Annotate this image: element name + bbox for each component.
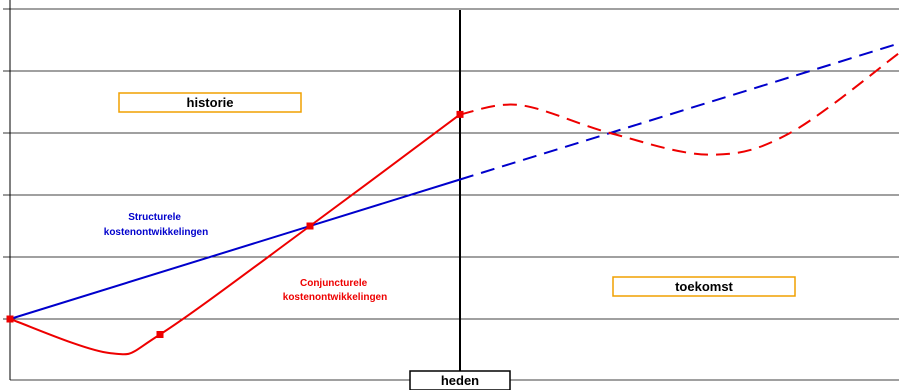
cyclical-history-line [9,113,461,356]
structural-label-line-2: kostenontwikkelingen [104,227,208,238]
structural-history-line [9,178,461,320]
cyclical-marker-1 [156,331,164,338]
history-label: historie [187,95,234,110]
present-box [409,370,511,390]
history-box [118,92,302,113]
structural-label-line-1: Structurele [128,212,181,223]
cyclical-marker-0 [6,315,14,323]
structural-label: Structurele kostenontwikkelingen [104,212,208,238]
cyclical-forecast-line [459,51,899,156]
cyclical-marker-3 [456,110,464,118]
grid [3,0,899,381]
series-lines [9,42,899,356]
cyclical-marker-2 [306,222,314,230]
future-label: toekomst [675,279,733,294]
future-box [612,276,796,297]
structural-forecast-line [459,42,899,181]
cyclical-label-line-1: Conjuncturele [300,278,368,289]
cyclical-label-line-2: kostenontwikkelingen [283,292,387,303]
cyclical-label: Conjuncturele kostenontwikkelingen [283,278,387,303]
series-markers [6,110,464,338]
present-label: heden [441,373,479,388]
